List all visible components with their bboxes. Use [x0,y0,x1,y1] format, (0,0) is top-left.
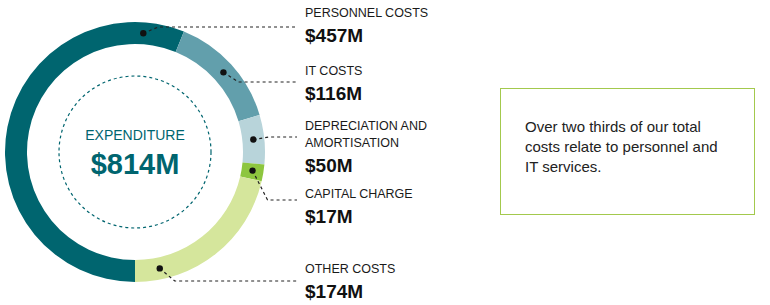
svg-text:$814M: $814M [91,148,180,180]
svg-text:EXPENDITURE: EXPENDITURE [85,127,185,143]
svg-text:OTHER COSTS: OTHER COSTS [305,262,395,276]
svg-text:DEPRECIATION AND: DEPRECIATION AND [305,119,427,133]
svg-text:$174M: $174M [305,281,363,302]
svg-text:IT COSTS: IT COSTS [305,64,362,78]
svg-text:$116M: $116M [305,83,362,104]
svg-text:$50M: $50M [305,155,353,176]
svg-text:CAPITAL CHARGE: CAPITAL CHARGE [305,187,413,201]
svg-text:$457M: $457M [305,25,363,46]
svg-text:AMORTISATION: AMORTISATION [305,136,399,150]
svg-text:PERSONNEL COSTS: PERSONNEL COSTS [305,6,428,20]
svg-text:$17M: $17M [305,206,353,227]
html-text:Over two thirds of our total c: Over two thirds of our total costs relat… [525,118,718,175]
